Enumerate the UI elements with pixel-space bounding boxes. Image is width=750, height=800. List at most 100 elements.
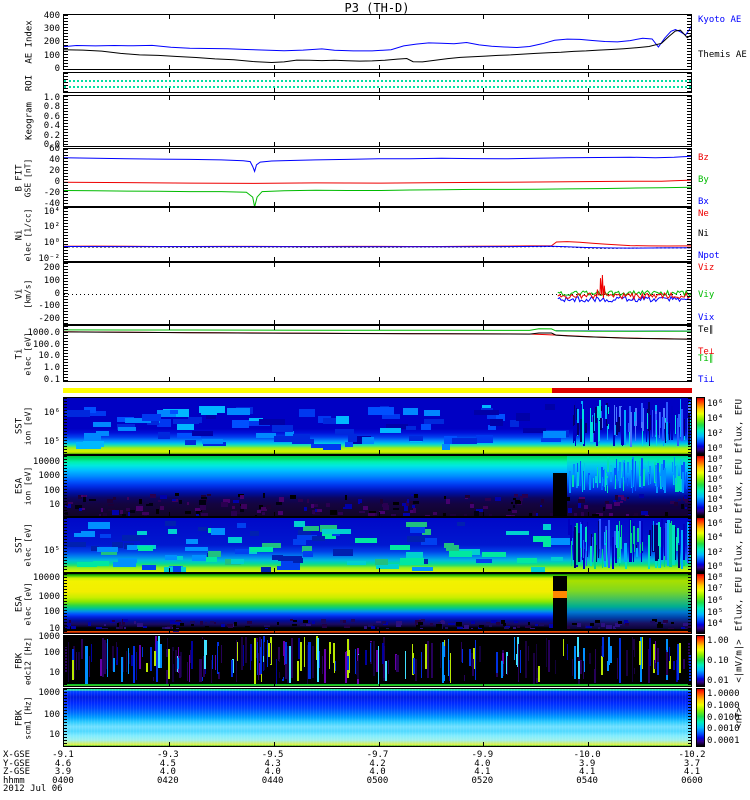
spec-stripe (627, 639, 630, 669)
spec-block (302, 525, 320, 532)
xaxis-value: 4.0 (264, 767, 281, 777)
spec-stripe (285, 642, 288, 664)
spec-block (190, 623, 194, 626)
spec-block (200, 512, 208, 516)
spec-stripe (669, 423, 671, 440)
spec-stripe (206, 655, 208, 679)
spec-stripe (319, 651, 321, 668)
spec-stripe (669, 523, 672, 568)
spec-stripe (678, 478, 681, 484)
x-major-tick (588, 512, 590, 516)
spec-block (237, 522, 247, 528)
spec-stripe (597, 520, 599, 559)
spec-stripe (276, 646, 279, 668)
spec-block (133, 621, 136, 625)
spec-block (448, 622, 452, 626)
spec-stripe (73, 645, 75, 679)
spec-block (380, 498, 383, 504)
spec-stripe (663, 547, 666, 568)
xaxis-value: 4.1 (579, 767, 596, 777)
spec-block (195, 514, 200, 516)
spec-block (550, 556, 564, 562)
x-major-tick (168, 263, 170, 267)
spec-stripe (673, 527, 676, 560)
spec-stripe (590, 534, 593, 551)
spec-stripe (657, 661, 659, 676)
spec-stripe (645, 637, 648, 659)
spec-block (112, 619, 116, 622)
axis-minor-ticks-left (64, 73, 68, 92)
spec-stripe (333, 646, 336, 673)
x-major-tick (588, 149, 590, 153)
spec-block (233, 500, 239, 503)
spec-block (413, 507, 417, 513)
spec-block (93, 422, 112, 427)
spec-stripe (145, 642, 148, 663)
spec-block (112, 561, 136, 567)
spec-stripe (678, 414, 681, 427)
spec-block (204, 621, 207, 624)
spec-block (68, 501, 73, 505)
spec-stripe (442, 641, 445, 683)
colorbar-tick: 10⁰ (707, 562, 724, 573)
spec-block (338, 512, 344, 515)
spec-stripe (471, 653, 474, 667)
spec-block (126, 545, 137, 551)
spec-block (232, 420, 250, 428)
spec-block (265, 504, 271, 510)
x-major-tick (483, 320, 485, 324)
spec-block (446, 498, 451, 504)
spec-stripe (582, 661, 585, 679)
spec-block (528, 622, 531, 625)
spec-stripe (152, 656, 155, 669)
spec-block (357, 499, 360, 504)
x-major-tick (378, 512, 380, 516)
trace-label-Te⊥: Te⊥ (698, 346, 715, 357)
spec-stripe (387, 660, 389, 675)
ylabel-sst_elec: SST elec [eV] (15, 523, 33, 566)
spec-block (271, 424, 294, 433)
spec-stripe (159, 643, 162, 669)
spec-block (330, 509, 337, 515)
spec-block (429, 622, 434, 627)
panel-fbk_edc (63, 635, 692, 687)
xaxis-value: -9.3 (157, 750, 179, 760)
spec-stripe (571, 659, 574, 676)
spec-block (200, 494, 207, 497)
spec-block (144, 515, 147, 516)
xaxis-value: 4.2 (369, 758, 386, 769)
spec-stripe (420, 652, 423, 679)
colorbar-tick: 10⁷ (707, 464, 724, 475)
spec-block (392, 501, 399, 505)
spec-block (410, 509, 413, 514)
ytick-label: -20 (43, 187, 60, 198)
spec-stripe (617, 658, 619, 680)
spec-block (118, 626, 123, 630)
spec-block (351, 436, 372, 444)
spec-stripe (107, 638, 109, 677)
spec-stripe (619, 406, 622, 427)
spec-block (368, 624, 373, 628)
spec-block (92, 560, 110, 567)
spec-stripe (661, 519, 664, 560)
spec-block (486, 622, 490, 625)
spec-block (255, 432, 277, 438)
panel-roi (63, 72, 692, 93)
spec-stripe (236, 642, 239, 661)
spec-stripe (580, 541, 583, 557)
spec-stripe (629, 411, 632, 447)
colorbar-tick: 10⁰ (707, 444, 724, 455)
trace-label-Ni: Ni (698, 228, 709, 239)
spec-block (484, 497, 492, 502)
spec-stripe (573, 546, 575, 557)
colorbar-tick: 10⁸ (707, 572, 724, 583)
spec-block (261, 567, 271, 572)
spec-stripe (602, 636, 604, 657)
spec-stripe (681, 472, 685, 494)
spec-stripe (575, 644, 578, 664)
spec-stripe (365, 650, 368, 666)
panel-vi (63, 262, 692, 325)
x-major-tick (588, 142, 590, 146)
spec-block (420, 619, 425, 623)
spec-block (292, 557, 304, 563)
